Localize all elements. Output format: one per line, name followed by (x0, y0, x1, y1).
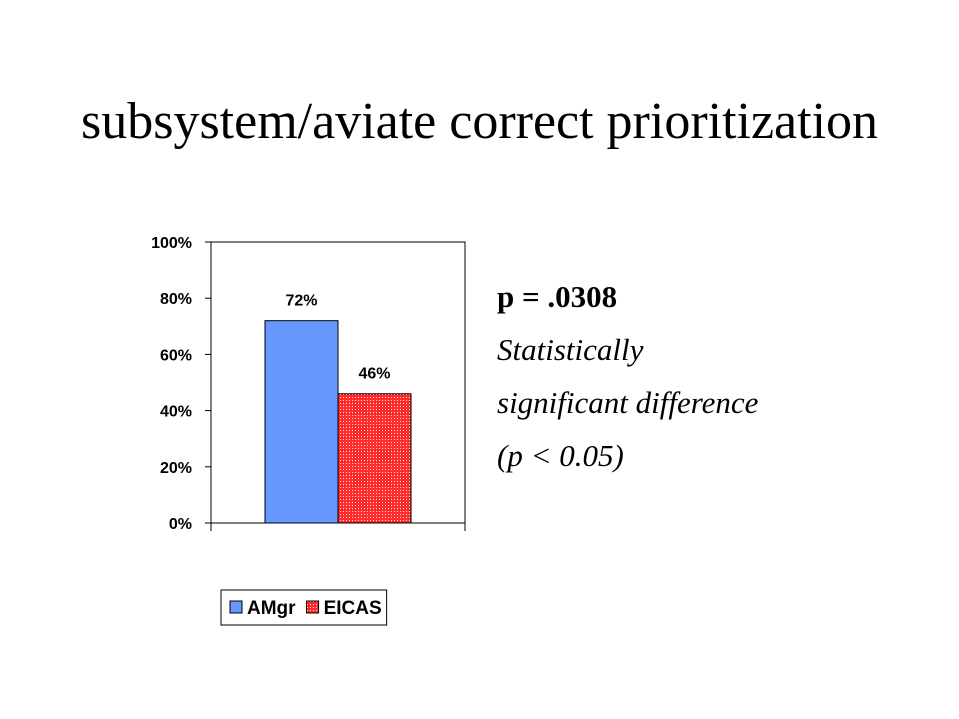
legend-label-amgr: AMgr (247, 598, 296, 619)
note-line-1: Statistically (497, 332, 644, 367)
legend (220, 589, 388, 626)
y-tick-label: 60% (160, 347, 192, 364)
note-line-2: significant difference (497, 385, 759, 420)
legend-label-eicas: EICAS (324, 598, 382, 619)
data-label-amgr: 72% (285, 293, 317, 310)
y-tick-label: 20% (160, 460, 192, 477)
statistics-note: p = .0308 Statistically significant diff… (497, 270, 758, 482)
y-tick-label: 0% (169, 516, 192, 533)
data-label-eicas: 46% (358, 366, 390, 383)
legend-swatch-eicas (306, 600, 320, 614)
slide-title: subsystem/aviate correct prioritization (80, 93, 879, 150)
y-tick-label: 80% (160, 291, 192, 308)
y-tick-label: 40% (160, 404, 192, 421)
bar-amgr (264, 320, 339, 524)
note-line-3: (p < 0.05) (497, 438, 624, 473)
p-value: p = .0308 (497, 279, 618, 314)
y-tick-label: 100% (151, 235, 192, 252)
legend-swatch-amgr (229, 600, 243, 614)
bar-eicas (337, 393, 412, 524)
